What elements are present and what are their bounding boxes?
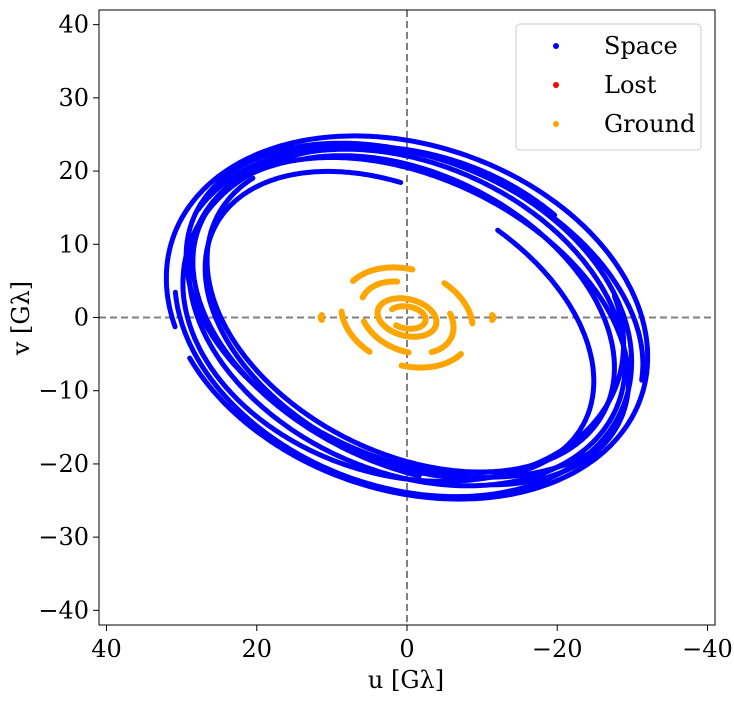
- ground-track: [489, 312, 497, 323]
- y-tick-label: 0: [74, 304, 89, 332]
- ground-track: [389, 303, 429, 332]
- y-tick-label: 10: [58, 230, 89, 258]
- space-track: [190, 155, 632, 488]
- ground-track: [360, 318, 412, 356]
- ground-legend-label: Ground: [604, 110, 695, 138]
- ground-track: [317, 312, 325, 323]
- ground-track: [428, 310, 457, 356]
- x-tick-label: −20: [532, 635, 583, 663]
- ground-legend-marker: [553, 121, 559, 127]
- space-track: [183, 140, 646, 480]
- ground-track: [398, 351, 464, 371]
- ground-track: [338, 308, 373, 355]
- x-axis-label: u [Gλ]: [368, 666, 444, 694]
- space-legend-marker: [553, 43, 559, 49]
- ground-track: [350, 264, 416, 284]
- y-tick-label: −40: [38, 596, 89, 624]
- x-tick-label: 0: [399, 635, 414, 663]
- y-tick-label: −10: [38, 377, 89, 405]
- space-legend-label: Space: [604, 32, 678, 60]
- lost-legend-marker: [553, 82, 559, 88]
- x-tick-label: 20: [241, 635, 272, 663]
- ground-track: [374, 295, 440, 340]
- y-tick-label: 40: [58, 11, 89, 39]
- y-tick-label: −20: [38, 450, 89, 478]
- ground-track: [359, 278, 401, 301]
- y-tick-label: 20: [58, 157, 89, 185]
- data-marks: [163, 133, 651, 502]
- lost-legend-label: Lost: [604, 71, 657, 99]
- x-tick-label: −40: [682, 635, 733, 663]
- legend-box: [515, 23, 702, 151]
- x-tick-label: 40: [91, 635, 122, 663]
- space-track: [172, 143, 635, 500]
- space-track: [180, 143, 627, 484]
- y-tick-label: −30: [38, 523, 89, 551]
- legend: Space Lost Ground: [515, 23, 702, 151]
- ground-track: [441, 280, 476, 327]
- space-track: [163, 133, 651, 502]
- y-tick-label: 30: [58, 84, 89, 112]
- y-axis-label: v [Gλ]: [7, 281, 35, 356]
